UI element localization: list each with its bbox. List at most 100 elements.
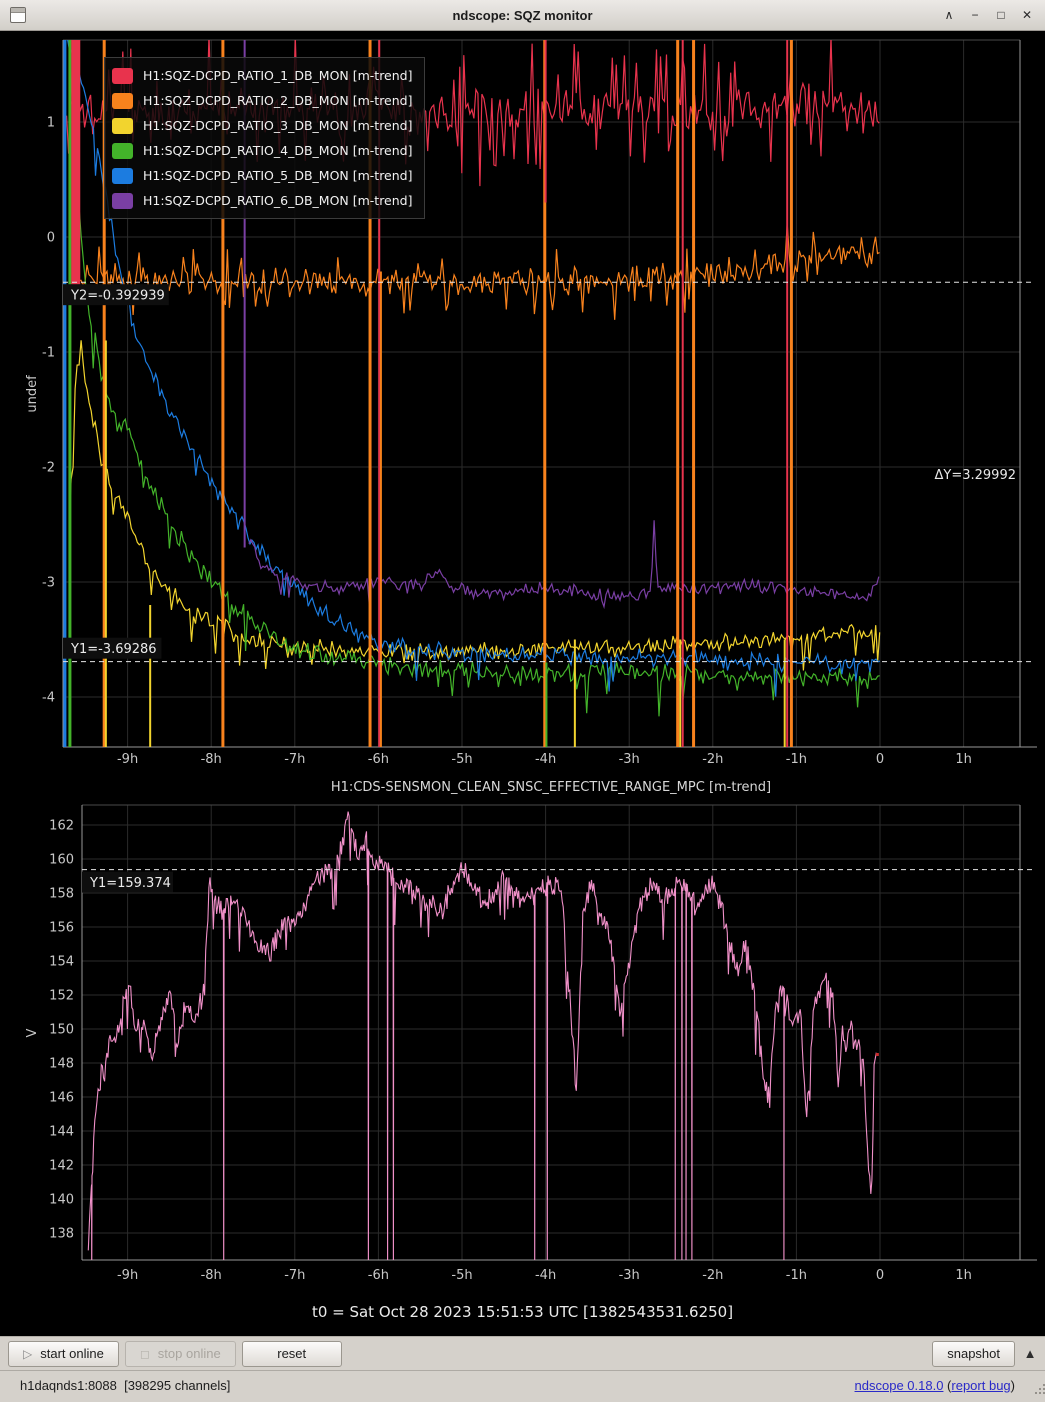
y-tick-label: 156	[49, 921, 74, 936]
snapshot-label: snapshot	[947, 1346, 1000, 1361]
y-tick-label: 138	[49, 1227, 74, 1242]
shade-icon[interactable]: ∧	[944, 8, 954, 22]
legend-label: H1:SQZ-DCPD_RATIO_6_DB_MON [m-trend]	[143, 193, 413, 208]
x-tick-label: -2h	[702, 1268, 723, 1283]
report-bug-link[interactable]: report bug	[951, 1378, 1011, 1393]
collapse-arrow-icon[interactable]: ▲	[1023, 1346, 1037, 1361]
legend-item[interactable]: H1:SQZ-DCPD_RATIO_4_DB_MON [m-trend]	[112, 138, 412, 163]
legend-label: H1:SQZ-DCPD_RATIO_5_DB_MON [m-trend]	[143, 168, 413, 183]
x-tick-label: -1h	[786, 1268, 807, 1283]
y-axis-title: V	[25, 1028, 40, 1037]
legend-item[interactable]: H1:SQZ-DCPD_RATIO_2_DB_MON [m-trend]	[112, 88, 412, 113]
stop-online-label: stop online	[157, 1346, 221, 1361]
stop-icon: ◻	[139, 1346, 150, 1361]
reset-button[interactable]: reset	[241, 1340, 342, 1367]
y-tick-label: 158	[49, 887, 74, 902]
legend-swatch-icon	[112, 117, 133, 134]
x-tick-label: -3h	[619, 1268, 640, 1283]
snapshot-button[interactable]: snapshot	[932, 1340, 1015, 1367]
x-tick-label: -8h	[201, 752, 222, 767]
y-tick-label: 1	[47, 116, 55, 131]
x-tick-label: -7h	[284, 1268, 305, 1283]
version-info: ndscope 0.18.0 (report bug)	[855, 1371, 1015, 1401]
y-tick-label: 142	[49, 1159, 74, 1174]
paren-open: (	[943, 1378, 952, 1393]
y-tick-label: 148	[49, 1057, 74, 1072]
legend-item[interactable]: H1:SQZ-DCPD_RATIO_5_DB_MON [m-trend]	[112, 163, 412, 188]
statusbar: h1daqnds1:8088 [398295 channels] ndscope…	[0, 1370, 1045, 1402]
legend-label: H1:SQZ-DCPD_RATIO_1_DB_MON [m-trend]	[143, 68, 413, 83]
x-tick-label: 1h	[955, 752, 972, 767]
resize-grip[interactable]	[1035, 1392, 1037, 1394]
cursor-label-y1: Y1=159.374	[89, 876, 171, 891]
legend-label: H1:SQZ-DCPD_RATIO_3_DB_MON [m-trend]	[143, 118, 413, 133]
x-tick-label: -4h	[535, 752, 556, 767]
window-controls: ∧ − □ ✕	[941, 0, 1035, 31]
y-tick-label: 160	[49, 853, 74, 868]
x-tick-label: -2h	[702, 752, 723, 767]
trace-2	[68, 340, 881, 678]
bottom-plot-title: H1:CDS-SENSMON_CLEAN_SNSC_EFFECTIVE_RANG…	[330, 780, 772, 795]
cursor-label-bg	[63, 284, 169, 306]
trace-3	[68, 40, 880, 717]
y-tick-label: 140	[49, 1193, 74, 1208]
trace-0	[87, 811, 878, 1260]
y-tick-label: 152	[49, 989, 74, 1004]
bottom-plot[interactable]: -9h -8h -7h -6h -5h -4h -3h -2h -1h 0 1h 162 160 158 1…	[0, 799, 1045, 1286]
cursor-label-bg	[63, 637, 162, 659]
x-tick-label: -6h	[368, 1268, 389, 1283]
y-tick-label: -2	[42, 461, 55, 476]
app-icon	[10, 7, 26, 23]
legend[interactable]: H1:SQZ-DCPD_RATIO_1_DB_MON [m-trend] H1:S…	[104, 57, 426, 219]
x-tick-label: -1h	[786, 752, 807, 767]
start-online-label: start online	[40, 1346, 104, 1361]
cursor-label-y1: Y1=-3.69286	[70, 642, 157, 657]
legend-label: H1:SQZ-DCPD_RATIO_4_DB_MON [m-trend]	[143, 143, 413, 158]
x-tick-label: 0	[876, 1268, 884, 1283]
legend-item[interactable]: H1:SQZ-DCPD_RATIO_6_DB_MON [m-trend]	[112, 188, 412, 213]
titlebar[interactable]: ndscope: SQZ monitor ∧ − □ ✕	[0, 0, 1045, 31]
x-tick-label: -8h	[201, 1268, 222, 1283]
y-tick-label: 146	[49, 1091, 74, 1106]
x-tick-label: -3h	[619, 752, 640, 767]
toolbar: ▷ start online ◻ stop online reset snaps…	[0, 1336, 1045, 1370]
legend-swatch-icon	[112, 167, 133, 184]
legend-item[interactable]: H1:SQZ-DCPD_RATIO_1_DB_MON [m-trend]	[112, 63, 412, 88]
y-tick-label: -4	[42, 691, 55, 706]
y-tick-label: 162	[49, 819, 74, 834]
cursor-label-bg	[82, 871, 173, 893]
last-point-marker	[875, 1052, 879, 1056]
y-tick-label: -3	[42, 576, 55, 591]
legend-swatch-icon	[112, 67, 133, 84]
start-online-button[interactable]: ▷ start online	[8, 1340, 119, 1367]
trace-1	[74, 223, 880, 320]
legend-item[interactable]: H1:SQZ-DCPD_RATIO_3_DB_MON [m-trend]	[112, 113, 412, 138]
play-icon: ▷	[23, 1346, 33, 1361]
cursor-label-y2: Y2=-0.392939	[70, 289, 165, 304]
legend-label: H1:SQZ-DCPD_RATIO_2_DB_MON [m-trend]	[143, 93, 413, 108]
x-tick-label: -6h	[368, 752, 389, 767]
trace-5	[248, 520, 880, 610]
close-icon[interactable]: ✕	[1021, 8, 1033, 22]
version-link[interactable]: ndscope 0.18.0	[854, 1378, 944, 1393]
x-tick-label: 0	[876, 752, 884, 767]
trace-4	[67, 40, 881, 697]
x-tick-label: -9h	[117, 1268, 138, 1283]
x-tick-label: -7h	[284, 752, 305, 767]
window-title: ndscope: SQZ monitor	[452, 8, 593, 23]
maximize-icon[interactable]: □	[997, 8, 1005, 22]
reset-label: reset	[277, 1346, 307, 1361]
x-tick-label: -9h	[117, 752, 138, 767]
t0-label: t0 = Sat Oct 28 2023 15:51:53 UTC [13825…	[311, 1303, 734, 1321]
paren-close: )	[1010, 1378, 1015, 1393]
x-tick-label: 1h	[955, 1268, 972, 1283]
y-tick-label: -1	[42, 346, 55, 361]
y-tick-label: 154	[49, 955, 74, 970]
y-axis-title: undef	[25, 375, 40, 413]
stop-online-button[interactable]: ◻ stop online	[124, 1340, 236, 1367]
y-tick-label: 0	[47, 231, 55, 246]
delta-y-label: ΔY=3.29992	[935, 468, 1017, 483]
legend-swatch-icon	[112, 142, 133, 159]
minimize-icon[interactable]: −	[971, 8, 979, 22]
nds-server-status: h1daqnds1:8088 [398295 channels]	[20, 1378, 231, 1393]
